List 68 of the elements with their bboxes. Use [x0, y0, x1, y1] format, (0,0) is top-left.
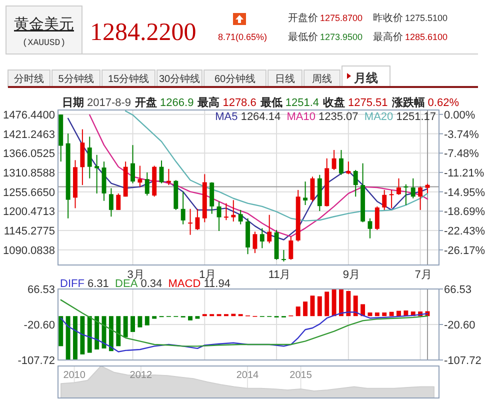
y-tick-label: 1366.0525	[3, 148, 55, 160]
text: 1275.8700	[320, 13, 363, 23]
y-tick-label: -107.72	[18, 355, 55, 367]
y-tick-label: 1200.4713	[3, 206, 55, 218]
text: 1251.4	[285, 97, 320, 109]
text: MA20 1251.17	[364, 111, 436, 123]
text: 1275.51	[348, 97, 388, 109]
text: 涨跌幅	[390, 96, 425, 109]
y2-tick-label: -107.72	[444, 355, 482, 367]
y-tick-label: 1310.8588	[3, 167, 55, 180]
y2-tick-label: -20.60	[444, 320, 476, 332]
text: 黄金美元	[14, 16, 74, 33]
text: 周线	[312, 73, 332, 85]
x-tick-label: 2015	[290, 370, 312, 381]
y-tick-label: 1255.6650	[3, 186, 55, 199]
text: 8.71(0.65%)	[218, 32, 268, 42]
text: 1275.5100	[405, 13, 448, 23]
y2-tick-label: -26.17%	[444, 244, 486, 257]
text: 昨收价	[373, 12, 403, 24]
y2-tick-label: -18.69%	[444, 206, 486, 218]
text: 15分钟线	[108, 73, 150, 85]
y2-tick-label: -3.74%	[444, 128, 480, 141]
text: 最低价	[288, 31, 318, 43]
text: MA5 1264.14	[215, 111, 281, 123]
text: 1273.9500	[320, 32, 363, 42]
text: 30分钟线	[158, 73, 200, 85]
text: 1278.6	[222, 97, 256, 109]
text: 最低	[259, 97, 282, 109]
text: (XAUUSD)	[22, 38, 66, 48]
y-tick-label: -20.60	[24, 320, 55, 332]
y2-tick-label: 66.53	[444, 284, 472, 296]
text: 0.62%	[428, 97, 460, 109]
text: 日线	[275, 73, 295, 85]
text: 开盘价	[288, 12, 318, 24]
y2-tick-label: -22.43%	[444, 226, 486, 238]
text: 2017-8-9	[87, 97, 132, 109]
x-tick-label: 1月	[199, 269, 216, 281]
y-tick-label: 1476.4400	[3, 109, 55, 122]
text: 最高	[196, 96, 220, 109]
text: MA10 1235.07	[286, 111, 358, 123]
x-tick-label: 7月	[414, 269, 432, 281]
text: 日期	[62, 96, 84, 109]
text: 1266.9	[160, 97, 194, 109]
text: 1285.6100	[405, 32, 448, 42]
text: 最高价	[373, 31, 403, 43]
y2-tick-label: -11.21%	[444, 167, 484, 180]
text: DEA 0.34	[115, 278, 162, 290]
text: 1284.2200	[90, 19, 196, 46]
y-tick-label: 66.53	[27, 284, 55, 296]
x-tick-label: 11月	[268, 269, 291, 281]
text: 收盘	[323, 96, 346, 109]
x-tick-label: 2010	[63, 370, 86, 381]
text: 60分钟线	[214, 73, 256, 85]
y2-tick-label: -7.48%	[444, 148, 480, 160]
y-tick-label: 1145.2775	[4, 226, 55, 238]
x-tick-label: 2012	[130, 370, 152, 381]
x-tick-label: 2014	[236, 370, 260, 381]
text: MACD 11.94	[168, 278, 230, 290]
text: 分时线	[14, 73, 44, 85]
text: 开盘	[134, 96, 158, 109]
y-tick-label: 1090.0838	[3, 244, 55, 257]
text: DIFF 6.31	[60, 278, 109, 290]
text: 月线	[353, 71, 378, 85]
text: 5分钟线	[58, 73, 94, 85]
y2-tick-label: 0.00%	[444, 109, 476, 122]
y-tick-label: 1421.2463	[3, 128, 55, 141]
y2-tick-label: -14.95%	[444, 186, 486, 199]
x-tick-label: 9月	[342, 269, 360, 281]
